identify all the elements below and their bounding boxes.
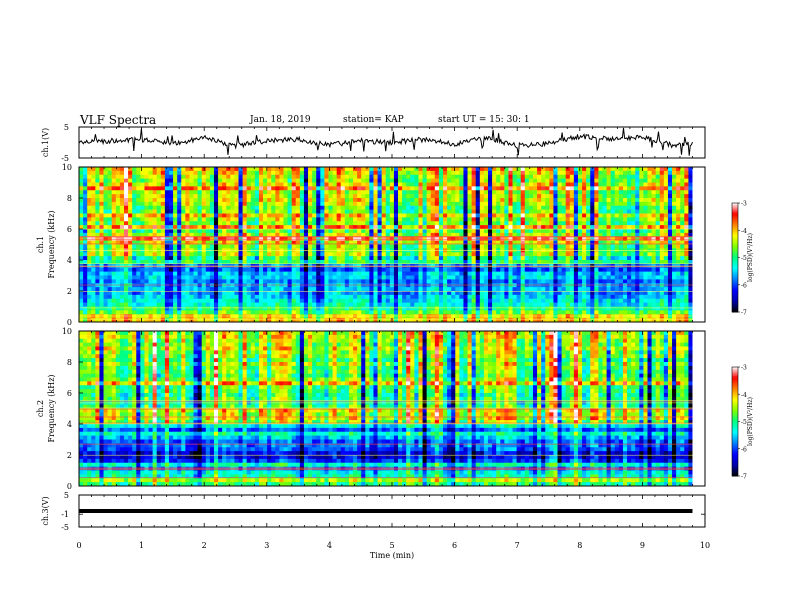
start-time-label: start UT = 15: 30: 1 [438,115,530,125]
ch1-spectrogram-ytick: 6 [67,225,72,234]
ch3-waveform-ylabel: ch.3(V) [41,496,50,525]
x-tick-label: 7 [515,541,520,550]
ch1-spectrogram-ytick: 0 [67,318,72,327]
ch2-colorbar-tick: -4 [741,392,747,399]
ch3-waveform-ytick: -1 [61,510,69,519]
x-tick-label: 0 [76,541,81,550]
ch2-spectrogram-ytick: 6 [67,389,72,398]
x-tick-label: 6 [452,541,457,550]
x-tick-label: 1 [139,541,144,550]
ch1-spectrogram-ytick: 8 [67,194,72,203]
ch2-spectrogram-ytick: 10 [62,327,72,336]
ch1-waveform-ytick: 5 [64,123,69,132]
ch2-colorbar-tick: -5 [741,419,747,426]
ch1-waveform-line [78,127,693,156]
station-label: station= KAP [343,115,404,125]
ch1-spectrogram-ytick: 4 [67,256,72,265]
ch1-spectrogram-ytick: 10 [62,163,72,172]
ch2-spectrogram [79,331,705,487]
ch1-colorbar-tick: -3 [741,201,747,208]
ch2-colorbar [732,367,738,477]
x-tick-label: 3 [264,541,269,550]
ch2-colorbar-label: log(PSD)(V²/Hz) [747,397,754,446]
ch2-spectrogram-ytick: 4 [67,420,72,429]
ch1-colorbar-tick: -6 [741,282,747,289]
ch2-colorbar-tick: -7 [741,474,747,481]
ch1-spectrogram-ytick: 2 [67,287,72,296]
ch1-colorbar [732,203,738,313]
ch2-spectrogram-ytick: 0 [67,482,72,491]
ch3-waveform-ytick: 5 [64,491,69,500]
ch2-colorbar-tick: -3 [741,365,747,372]
ch1-colorbar-tick: -7 [741,310,747,317]
ch1-waveform-ylabel: ch.1(V) [41,128,50,157]
x-tick-label: 4 [327,541,332,550]
x-tick-label: 9 [640,541,645,550]
ch2-colorbar-tick: -6 [741,446,747,453]
ch1-colorbar-label: log(PSD)(V²/Hz) [747,233,754,282]
ch2-spectrogram-ylabel-channel: ch.2 [36,400,45,417]
ch2-spectrogram-ytick: 2 [67,451,72,460]
x-tick-label: 2 [202,541,207,550]
x-tick-label: 10 [700,541,710,550]
x-axis-label: Time (min) [370,551,414,560]
ch1-spectrogram-ylabel-frequency: Frequency (kHz) [47,210,56,278]
ch1-waveform-ytick: -5 [61,154,69,163]
ch2-spectrogram-ytick: 8 [67,358,72,367]
ch2-spectrogram-ylabel-frequency: Frequency (kHz) [47,374,56,442]
ch3-waveform-ytick: -5 [61,523,69,532]
x-tick-label: 8 [577,541,582,550]
ch1-spectrogram-ylabel-channel: ch.1 [36,236,45,253]
x-tick-label: 5 [389,541,394,550]
ch1-colorbar-tick: -4 [741,228,747,235]
chart-title: VLF Spectra [80,113,157,127]
ch1-colorbar-tick: -5 [741,255,747,262]
ch1-spectrogram [79,167,705,323]
date-label: Jan. 18, 2019 [250,115,311,125]
